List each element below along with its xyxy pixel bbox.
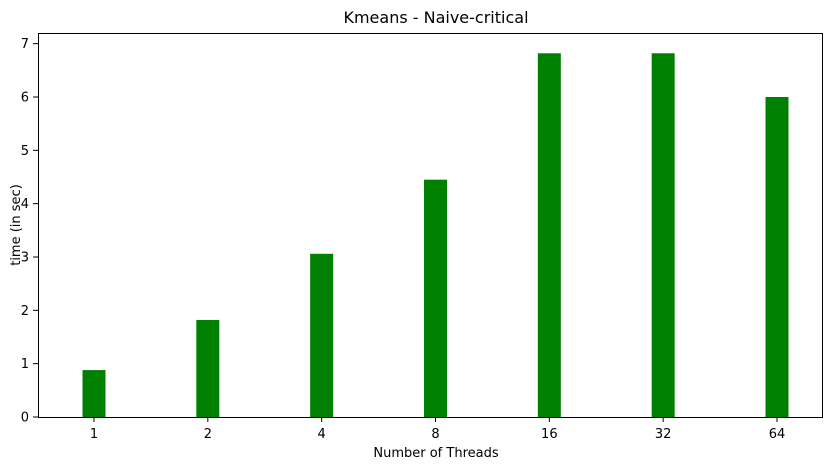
x-axis: 1 2 4 8 16 32 64: [90, 417, 785, 442]
x-tick-label-64: 64: [769, 427, 786, 442]
x-tick-label-16: 16: [541, 427, 558, 442]
y-tick-label-5: 5: [21, 144, 29, 159]
y-tick-label-2: 2: [21, 304, 29, 319]
y-tick-label-0: 0: [21, 411, 29, 426]
bar-2: [196, 319, 220, 417]
y-axis: 0 1 2 3 4 5 6 7: [21, 37, 38, 426]
y-tick-label-3: 3: [21, 251, 29, 266]
bar-16: [537, 53, 561, 418]
bar-4: [310, 253, 334, 417]
x-tick-label-1: 1: [90, 427, 98, 442]
y-tick-label-1: 1: [21, 357, 29, 372]
x-tick-label-2: 2: [204, 427, 212, 442]
y-tick-label-7: 7: [21, 37, 29, 52]
x-tick-label-8: 8: [431, 427, 439, 442]
bar-64: [765, 97, 789, 417]
bar-1: [82, 370, 106, 417]
y-tick-label-6: 6: [21, 91, 29, 106]
plot-frame: [38, 33, 823, 418]
bars: [82, 53, 789, 418]
chart-title: Kmeans - Naive-critical: [343, 8, 528, 27]
x-tick-label-32: 32: [655, 427, 672, 442]
y-tick-label-4: 4: [21, 197, 29, 212]
bar-8: [424, 179, 447, 417]
x-tick-label-4: 4: [318, 427, 326, 442]
y-axis-label: time (in sec): [9, 184, 24, 266]
x-axis-label: Number of Threads: [373, 446, 498, 461]
bar-32: [651, 53, 675, 418]
